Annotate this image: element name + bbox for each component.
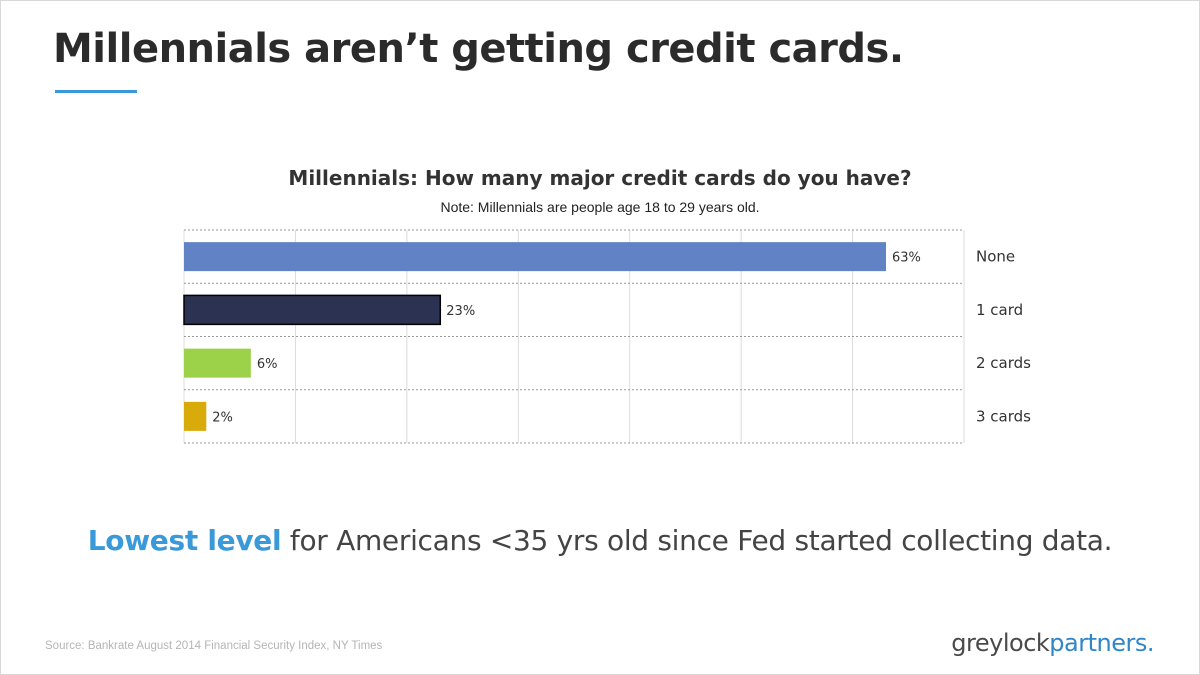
category-label: 3 cards (976, 407, 1031, 425)
chart-title: Millennials: How many major credit cards… (288, 166, 912, 190)
bar (184, 242, 886, 272)
title-underline (55, 90, 137, 93)
data-label: 23% (446, 304, 475, 319)
data-label: 63% (892, 251, 921, 266)
category-label: 1 card (976, 301, 1023, 319)
headline-text: for Americans <35 yrs old since Fed star… (281, 524, 1113, 557)
category-label: 2 cards (976, 354, 1031, 372)
data-label: 6% (257, 357, 278, 372)
headline: Lowest level for Americans <35 yrs old s… (0, 524, 1200, 557)
category-label: None (976, 248, 1015, 266)
data-label: 2% (212, 410, 233, 425)
bar (184, 348, 251, 378)
headline-emphasis: Lowest level (87, 524, 282, 557)
greylock-partners-logo: greylockpartners. (951, 629, 1154, 657)
bar (183, 294, 442, 326)
source-note: Source: Bankrate August 2014 Financial S… (45, 640, 383, 652)
logo-text-partners: partners. (1049, 629, 1154, 657)
slide-title: Millennials aren’t getting credit cards. (53, 26, 904, 72)
bar (184, 401, 207, 431)
chart-subtitle: Note: Millennials are people age 18 to 2… (440, 199, 760, 215)
logo-text-greylock: greylock (951, 629, 1050, 657)
